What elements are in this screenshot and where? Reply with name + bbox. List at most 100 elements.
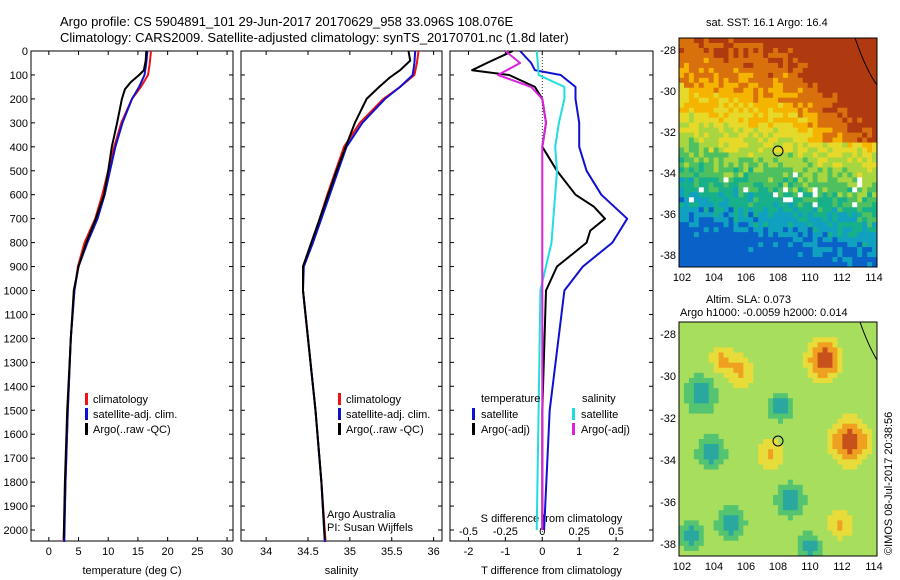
coastline-sla — [859, 321, 878, 361]
diff-legend-swatch — [572, 423, 575, 435]
depth-tick-label: 600 — [10, 190, 28, 202]
sst-map-title: sat. SST: 16.1 Argo: 16.4 — [706, 17, 828, 29]
x-tick-label: 20 — [162, 546, 174, 558]
depth-tick-label: 1700 — [4, 453, 28, 465]
map-x-tick-label: 106 — [737, 561, 755, 573]
legend-label: climatology — [93, 394, 149, 406]
s-tick-label: -0.5 — [459, 526, 478, 538]
x-tick-label: 34 — [260, 546, 272, 558]
x-tick-label: 25 — [191, 546, 203, 558]
diff-legend-swatch — [572, 408, 575, 420]
x-axis-label: temperature (deg C) — [82, 565, 181, 577]
series-line-3 — [62, 50, 148, 540]
depth-tick-label: 1100 — [4, 309, 28, 321]
map-y-tick-label: -32 — [660, 127, 676, 139]
x-tick-label: 1 — [576, 546, 582, 558]
map-y-tick-label: -28 — [660, 329, 676, 341]
sst-field — [679, 38, 878, 268]
depth-tick-label: 2000 — [4, 525, 28, 537]
series-line-1 — [519, 50, 629, 531]
profile-panel-3: -2 -1 0 1 2 T difference from climatology -0.5… — [449, 50, 654, 577]
depth-tick-label: 0 — [22, 46, 28, 58]
depth-tick-label: 700 — [10, 214, 28, 226]
diff-legend: temperature salinity satellite Argo(-adj) sa… — [472, 393, 630, 436]
map-x-tick-label: 108 — [769, 561, 787, 573]
sla-map-title: Altim. SLA: 0.073 — [706, 294, 791, 306]
map-x-tick-label: 112 — [833, 272, 851, 284]
depth-tick-label: 300 — [10, 118, 28, 130]
x-tick-label: -1 — [500, 546, 510, 558]
x-tick-label: 36 — [428, 546, 440, 558]
diff-legend-swatch — [472, 408, 475, 420]
map-y-tick-label: -30 — [660, 86, 676, 98]
map-y-tick-label: -34 — [660, 455, 676, 467]
legend: climatology satellite-adj. clim. Argo(..ra… — [85, 393, 177, 436]
sla-map-subtitle: Argo h1000: -0.0059 h2000: 0.014 — [680, 307, 848, 319]
legend-label: Argo(..raw -QC) — [93, 424, 171, 436]
depth-tick-label: 1400 — [4, 381, 28, 393]
depth-tick-label: 1600 — [4, 429, 28, 441]
diff-legend-swatch — [472, 423, 475, 435]
map-y-tick-label: -30 — [660, 371, 676, 383]
legend: climatology satellite-adj. clim. Argo(..ra… — [338, 393, 430, 436]
map-x-tick-label: 104 — [705, 272, 723, 284]
depth-tick-label: 900 — [10, 262, 28, 274]
x-tick-label: 2 — [613, 546, 619, 558]
diff-legend-label: satellite — [481, 409, 518, 421]
map-y-tick-label: -36 — [660, 209, 676, 221]
map-x-tick-label: 110 — [801, 272, 819, 284]
pi-label: PI: Susan Wijffels — [327, 522, 413, 534]
legend-label: satellite-adj. clim. — [346, 409, 430, 421]
series-line-4 — [497, 50, 547, 530]
map-y-tick-label: -38 — [660, 250, 676, 262]
s-axis-label: S difference from climatology — [481, 513, 623, 525]
x-tick-label: 10 — [102, 546, 114, 558]
map-x-tick-label: 112 — [833, 561, 851, 573]
header-line-2: Climatology: CARS2009. Satellite-adjuste… — [60, 30, 569, 45]
map-x-tick-label: 114 — [865, 272, 883, 284]
x-axis-label: T difference from climatology — [481, 565, 622, 577]
depth-tick-label: 1200 — [4, 333, 28, 345]
x-tick-label: 30 — [221, 546, 233, 558]
legend-swatch — [85, 393, 88, 405]
x-tick-label: 0 — [46, 546, 52, 558]
s-tick-label: -0.25 — [493, 526, 518, 538]
legend-label: climatology — [346, 394, 402, 406]
diff-legend-temp-head: temperature — [481, 393, 540, 405]
x-tick-label: -2 — [464, 546, 474, 558]
legend-swatch — [85, 423, 88, 435]
argo-australia-label: Argo Australia — [327, 509, 396, 521]
series-line-2 — [471, 50, 606, 530]
legend-swatch — [85, 408, 88, 420]
profile-panel-2: 34 34.5 35 35.5 36 salinity — [240, 50, 443, 577]
header-line-1: Argo profile: CS 5904891_101 29-Jun-2017… — [60, 14, 514, 29]
depth-tick-label: 800 — [10, 238, 28, 250]
map-x-tick-label: 110 — [801, 561, 819, 573]
x-tick-label: 35 — [344, 546, 356, 558]
x-tick-label: 0 — [539, 546, 545, 558]
argo-position-marker-sla — [772, 435, 784, 447]
map-x-tick-label: 104 — [705, 561, 723, 573]
depth-tick-label: 1000 — [4, 286, 28, 298]
imos-credit: ©IMOS 08-Jul-2017 20:38:56 — [883, 411, 895, 555]
series-line-3 — [302, 50, 412, 540]
legend-swatch — [338, 408, 341, 420]
legend-swatch — [338, 393, 341, 405]
profile-panel-1: 0 5 10 15 20 25 30 temperature (deg C) 0 100 200 30… — [4, 46, 234, 577]
s-tick-label: 0.25 — [568, 526, 589, 538]
depth-tick-label: 400 — [10, 142, 28, 154]
sla-map — [678, 321, 878, 557]
diff-legend-sal-head: salinity — [582, 393, 616, 405]
plot-frame — [240, 50, 443, 542]
legend-label: Argo(..raw -QC) — [346, 424, 424, 436]
depth-tick-label: 100 — [10, 70, 28, 82]
argo-position-marker — [772, 145, 784, 157]
plot-frame — [449, 50, 654, 542]
coastline — [854, 37, 878, 86]
map-x-tick-label: 114 — [865, 561, 883, 573]
map-x-tick-label: 102 — [673, 272, 691, 284]
map-y-tick-label: -32 — [660, 413, 676, 425]
sla-field — [679, 322, 878, 557]
map-y-tick-label: -28 — [660, 45, 676, 57]
